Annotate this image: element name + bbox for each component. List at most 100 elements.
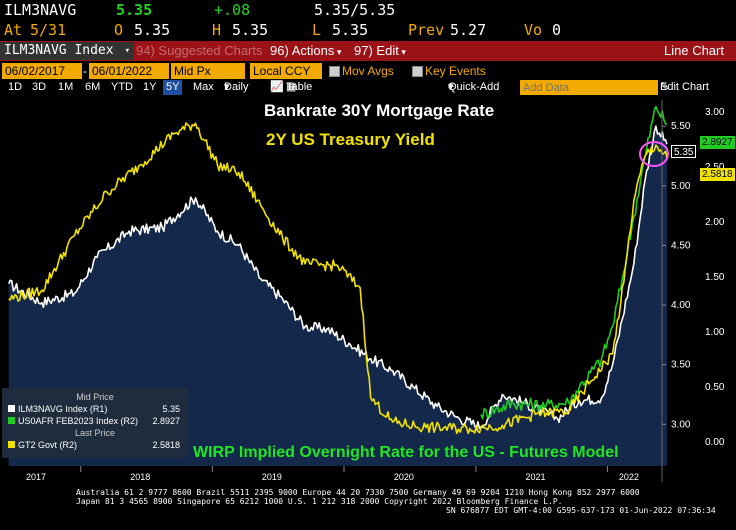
ticker-open-label: O xyxy=(114,21,124,39)
actions-number: 96 xyxy=(270,43,285,58)
footer: Australia 61 2 9777 8600 Brazil 5511 239… xyxy=(0,482,736,530)
period-3d[interactable]: 3D xyxy=(32,81,47,93)
x-tick-2017: 2017 xyxy=(26,472,46,482)
period-5y[interactable]: 5Y xyxy=(163,80,183,95)
legend-swatch xyxy=(8,405,15,412)
x-tick-2021: 2021 xyxy=(525,472,545,482)
y-tick-r2-5: 2.50 xyxy=(705,162,725,173)
ticker-bid-ask: 5.35/5.35 xyxy=(314,1,396,19)
date-range-row: 06/02/2017 - 06/01/2022 Mid Px Local CCY… xyxy=(0,63,736,79)
legend-swatch xyxy=(8,441,15,448)
x-tick-2020: 2020 xyxy=(394,472,414,482)
period-1d[interactable]: 1D xyxy=(8,81,23,93)
ticker-low-label: L xyxy=(312,21,322,39)
ticker-header: ILM3NAVG 5.35 +.08 5.35/5.35 At 5/31 O 5… xyxy=(0,0,736,40)
x-tick-2019: 2019 xyxy=(262,472,282,482)
legend-header-mid: Mid Price xyxy=(76,392,114,402)
last-value-mortgage: 5.35 xyxy=(671,145,697,158)
ticker-open: 5.35 xyxy=(134,21,171,39)
frequency-label: Daily xyxy=(224,81,249,93)
legend-item-treasury[interactable]: GT2 Govt (R2) 2.5818 xyxy=(8,440,186,451)
ticker-symbol: ILM3NAVG xyxy=(4,1,77,19)
ticker-prev-label: Prev xyxy=(408,21,445,39)
add-data-input[interactable] xyxy=(520,80,658,95)
series-mortgage-area xyxy=(8,126,667,466)
edit-label: Edit xyxy=(376,43,399,58)
chart-legend: Mid Price ILM3NAVG Index (R1) 5.35 US0AFR… xyxy=(2,388,188,458)
y-tick-r2-4: 2.00 xyxy=(705,217,725,228)
x-tick-2022: 2022 xyxy=(619,472,639,482)
y-tick-r2-6: 3.00 xyxy=(705,107,725,118)
annotation-mortgage: Bankrate 30Y Mortgage Rate xyxy=(264,101,495,120)
currency-label: Local CCY xyxy=(253,64,311,78)
chart-type-title: Line Chart xyxy=(664,43,724,58)
y-tick-r2-2: 1.00 xyxy=(705,327,725,338)
ticker-low: 5.35 xyxy=(332,21,369,39)
currency-select[interactable]: Local CCY xyxy=(250,63,322,79)
legend-item-mortgage[interactable]: ILM3NAVG Index (R1) 5.35 xyxy=(8,404,186,415)
period-6m[interactable]: 6M xyxy=(85,81,101,93)
period-ytd[interactable]: YTD xyxy=(111,81,133,93)
mov-avgs-label: Mov Avgs xyxy=(342,64,394,78)
chart-axes-layer: 3.00 3.50 4.00 4.50 5.00 5.50 0.00 0.50 1.00 1.50… xyxy=(26,100,725,482)
series-wirp-line[interactable] xyxy=(480,105,668,420)
chevron-down-icon: ▾ xyxy=(448,81,454,93)
last-value-treasury: 2.5818 xyxy=(700,168,735,181)
y-tick-r1-4: 5.00 xyxy=(671,181,691,192)
legend-header-last: Last Price xyxy=(74,428,116,438)
y-tick-r2-1: 0.50 xyxy=(705,382,725,393)
ticker-high: 5.35 xyxy=(232,21,269,39)
chart-type-icon[interactable]: 📈 xyxy=(270,81,284,93)
edit-menu[interactable]: 97) Edit ▾ xyxy=(354,43,406,58)
chevron-down-icon: ▾ xyxy=(224,81,230,93)
y-tick-r2-0: 0.00 xyxy=(705,437,725,448)
last-value-wirp: 2.8927 xyxy=(700,136,735,149)
key-events-checkbox[interactable] xyxy=(412,66,423,77)
chevron-down-icon: ▾ xyxy=(398,47,406,57)
footer-line-3: SN 676877 EDT GMT-4:00 G595-637-173 01-J… xyxy=(446,506,716,515)
line-chart[interactable]: 3.00 3.50 4.00 4.50 5.00 5.50 0.00 0.50 1.00 1.50… xyxy=(0,96,736,482)
chart-area-layer xyxy=(8,126,667,466)
legend-swatch xyxy=(8,417,15,424)
y-tick-r2-3: 1.50 xyxy=(705,272,725,283)
x-tick-2018: 2018 xyxy=(130,472,150,482)
y-tick-r1-1: 3.50 xyxy=(671,360,691,371)
chevron-down-icon: ▾ xyxy=(334,47,342,57)
y-tick-r1-0: 3.00 xyxy=(671,419,691,430)
series-mortgage-line[interactable] xyxy=(7,125,668,431)
quick-add-label: Quick-Add xyxy=(448,81,500,93)
chevron-down-icon: ▾ xyxy=(124,46,130,56)
pencil-icon: ✎ xyxy=(660,81,670,93)
price-field-select[interactable]: Mid Px xyxy=(171,63,245,79)
legend-name: ILM3NAVG Index (R1) xyxy=(18,404,108,414)
period-max[interactable]: Max xyxy=(193,81,214,93)
legend-name: US0AFR FEB2023 Index (R2) xyxy=(18,416,139,426)
ticker-change: +.08 xyxy=(214,1,251,19)
suggested-charts-button[interactable]: 94) Suggested Charts xyxy=(136,43,263,58)
start-date-field[interactable]: 06/02/2017 xyxy=(2,63,82,79)
security-tab[interactable]: ILM3NAVG Index ▾ xyxy=(0,42,134,60)
series-treasury-line[interactable] xyxy=(8,122,668,435)
end-date-field[interactable]: 06/01/2022 xyxy=(89,63,169,79)
table-icon: ▦ xyxy=(286,81,297,93)
ticker-last: 5.35 xyxy=(116,1,153,19)
date-separator: - xyxy=(83,64,87,78)
footer-line-1: Australia 61 2 9777 8600 Brazil 5511 239… xyxy=(76,488,640,497)
edit-number: 97 xyxy=(354,43,369,58)
annotation-wirp: WIRP Implied Overnight Rate for the US -… xyxy=(193,444,619,461)
legend-item-wirp[interactable]: US0AFR FEB2023 Index (R2) 2.8927 xyxy=(8,416,186,427)
period-1m[interactable]: 1M xyxy=(58,81,74,93)
highlight-circle xyxy=(639,141,669,167)
legend-value: 2.8927 xyxy=(152,416,180,426)
annotation-treasury: 2Y US Treasury Yield xyxy=(266,130,435,149)
security-label: ILM3NAVG Index xyxy=(4,43,114,58)
actions-menu[interactable]: 96) Actions ▾ xyxy=(270,43,342,58)
period-1y[interactable]: 1Y xyxy=(143,81,157,93)
ticker-high-label: H xyxy=(212,21,222,39)
mov-avgs-checkbox[interactable] xyxy=(329,66,340,77)
ticker-vol-label: Vo xyxy=(524,21,543,39)
suggested-charts-number: 94 xyxy=(136,43,151,58)
chart-lines-layer xyxy=(7,105,668,435)
ticker-date: 5/31 xyxy=(30,21,67,39)
y-tick-r1-5: 5.50 xyxy=(671,121,691,132)
